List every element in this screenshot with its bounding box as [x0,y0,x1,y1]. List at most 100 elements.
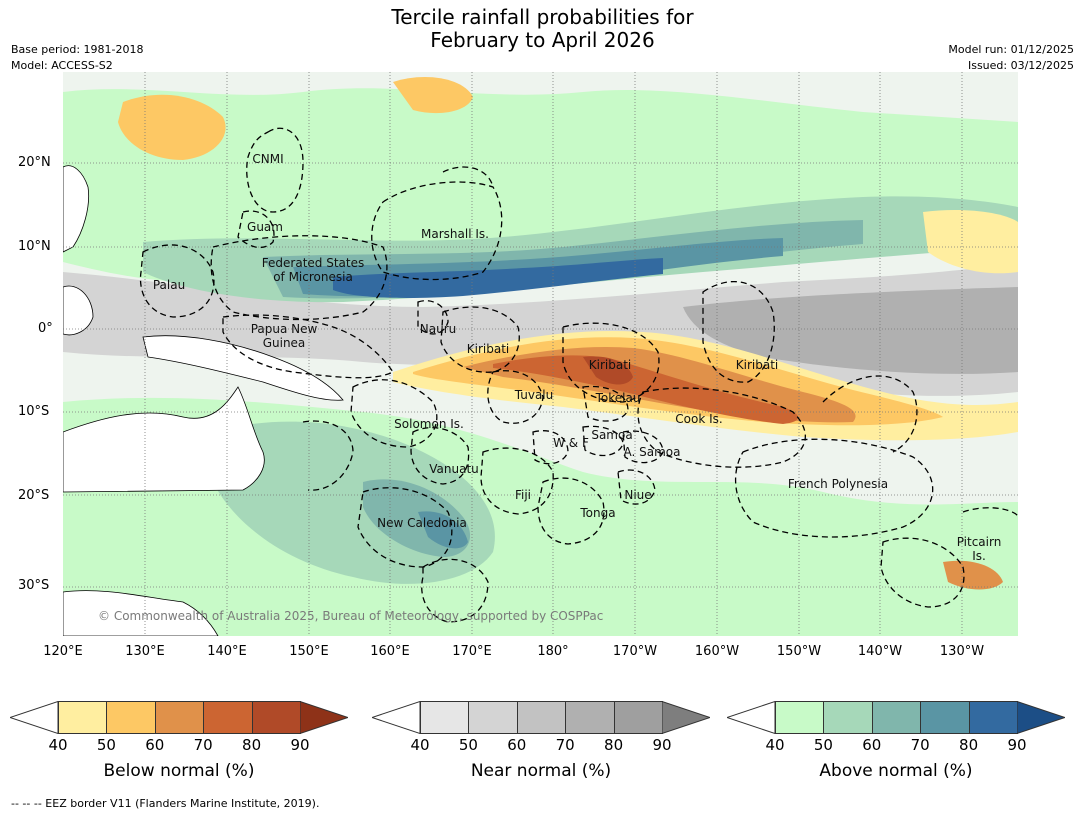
label-american-samoa: A. Samoa [623,445,681,459]
colorbar-near-swatch-80 [613,701,663,734]
colorbar-below-tick-70: 70 [193,736,213,754]
eez-kiribati-central [562,322,660,403]
label-solomon-islands: Solomon Is. [394,417,464,431]
above-normal-nc [418,511,468,549]
eez-marshall [371,181,503,281]
map-area: CNMI Guam Marshall Is. Federated States … [63,72,1018,636]
eez-footnote: -- -- -- EEZ border V11 (Flanders Marine… [11,797,320,810]
eez-palau [139,244,215,318]
lon-label-180: 180° [537,644,569,659]
lon-label-170w: 170°W [612,644,658,659]
lon-label-160w: 160°W [694,644,740,659]
colorbar-near-tick-90: 90 [652,736,672,754]
below-normal-n [393,77,473,114]
colorbar-above-under-arrow [727,701,775,734]
land-borneo [63,285,94,336]
eez-borders [139,127,1018,623]
eez-tonga [537,477,605,545]
eez-fiji [480,447,554,515]
label-kiribati-west: Kiribati [466,342,510,356]
colorbar-above-over-arrow [1017,701,1065,734]
label-wallis-futuna: W & F [553,436,589,450]
near-normal-core [683,287,1018,374]
colorbar-below-tick-80: 80 [242,736,262,754]
label-cnmi: CNMI [252,152,284,166]
label-fiji: Fiji [514,488,532,502]
label-pitcairn-line-1: Pitcairn [956,535,1002,549]
below-normal-70-core [493,355,798,424]
colorbar-near-tick-60: 60 [507,736,527,754]
lat-label-0: 0° [38,321,53,336]
label-nauru: Nauru [419,322,457,336]
lon-label-150w: 150°W [776,644,822,659]
label-fsm: Federated States of Micronesia [262,256,364,284]
eez-kiribati-west [440,306,520,373]
label-vanuatu: Vanuatu [429,462,479,476]
label-pitcairn-line-2: Is. [972,549,986,563]
colorbar-above-tick-60: 60 [862,736,882,754]
eez-tuvalu [487,370,544,424]
colorbar-below-tick-90: 90 [290,736,310,754]
eez-nauru [417,300,449,335]
eez-australia [302,420,354,491]
label-palau: Palau [152,278,186,292]
title-line-2: February to April 2026 [430,28,655,52]
map-title: Tercile rainfall probabilities for Febru… [0,6,1085,52]
eez-guam [237,210,275,249]
colorbar-near-swatch-40 [420,701,470,734]
lon-label-150e: 150°E [289,644,329,659]
label-tonga: Tonga [580,506,616,520]
meta-right: Model run: 01/12/2025 Issued: 03/12/2025 [948,42,1074,74]
map-canvas [63,72,1018,636]
below-normal-pitcairn [943,560,1003,590]
colorbar-above-swatch-60 [871,701,922,734]
colorbar-above-tick-70: 70 [910,736,930,754]
lon-label-130w: 130°W [939,644,985,659]
label-png-line-2: Guinea [262,336,306,350]
colorbar-below-swatch-40 [58,701,108,734]
label-niue: Niue [624,488,652,502]
label-guam: Guam [247,220,283,234]
lat-label-30s: 30°S [18,578,50,593]
eez-marshall-north [442,166,494,188]
colorbar-above-swatch-80 [968,701,1018,734]
lon-label-140e: 140°E [207,644,247,659]
copyright-notice: © Commonwealth of Australia 2025, Bureau… [98,609,604,623]
colorbar-near-tick-70: 70 [555,736,575,754]
lat-label-10n: 10°N [18,239,51,254]
above-normal-80-core [333,258,663,298]
eez-samoa [582,425,624,457]
colorbar-near-over-arrow [662,701,710,734]
lat-label-10s: 10°S [18,404,50,419]
label-samoa: Samoa [591,428,633,442]
eez-cnmi [246,127,304,213]
eez-vanuatu [410,427,470,485]
label-new-caledonia: New Caledonia [377,516,467,530]
eez-tokelau [582,385,629,422]
label-fsm-line-2: of Micronesia [273,270,353,284]
colorbar-near-swatch-50 [468,701,518,734]
base-period: Base period: 1981-2018 [11,43,144,56]
colorbar-below-tick-40: 40 [48,736,68,754]
eez-niue [617,469,656,505]
below-normal-ne [923,210,1018,274]
colorbar-above-tick-90: 90 [1007,736,1027,754]
colorbar-near-normal [372,701,710,734]
colorbar-below-swatch-50 [106,701,156,734]
eez-french-polynesia-ext [822,375,918,453]
land-australia [63,386,265,493]
colorbar-below-swatch-60 [154,701,205,734]
lon-label-130e: 130°E [125,644,165,659]
model-name: Model: ACCESS-S2 [11,59,113,72]
colorbar-above-swatch-40 [775,701,825,734]
graticule [63,72,1018,636]
label-papua-new-guinea: Papua New Guinea [251,322,318,350]
below-normal-80-core [583,356,633,385]
eez-new-caledonia [357,487,453,568]
label-cook-islands: Cook Is. [675,412,723,426]
colorbar-above-swatch-70 [920,701,970,734]
label-pitcairn: Pitcairn Is. [957,535,1002,563]
colorbar-near-tick-40: 40 [410,736,430,754]
lat-label-20n: 20°N [18,155,51,170]
meta-left: Base period: 1981-2018 Model: ACCESS-S2 [11,42,143,74]
